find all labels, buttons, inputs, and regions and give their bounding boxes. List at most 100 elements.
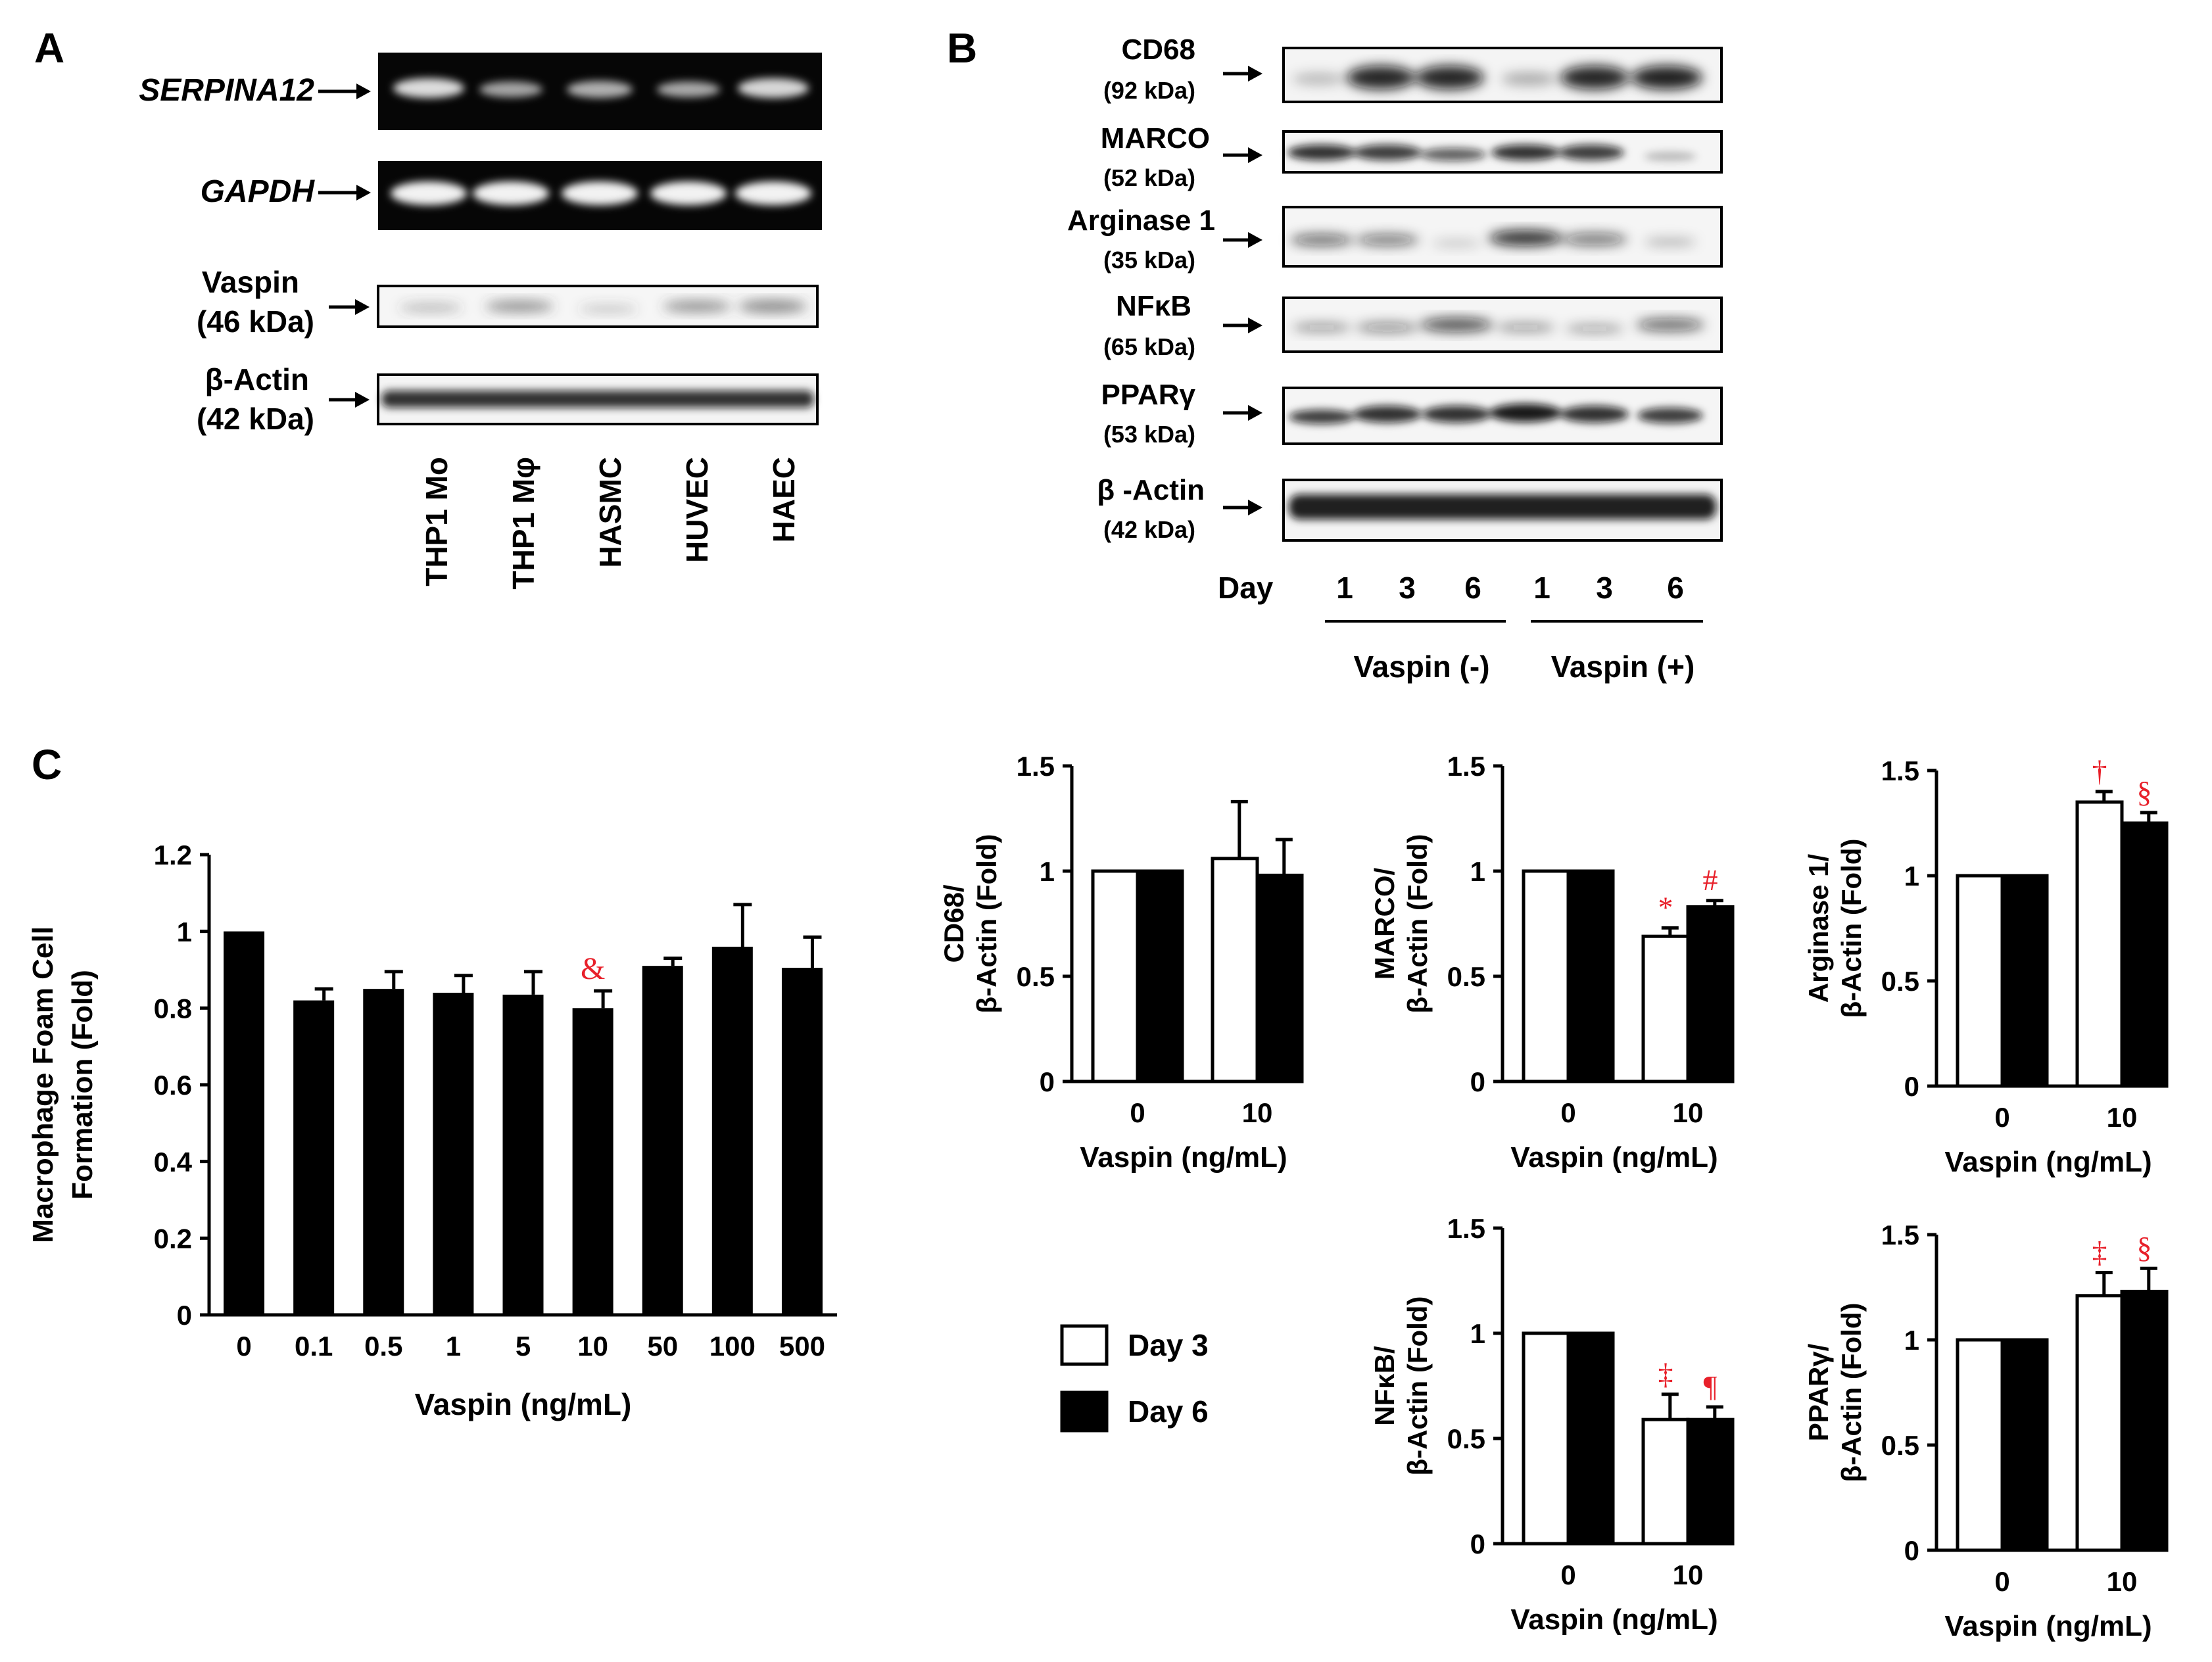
legend-label-day6: Day 6 xyxy=(1128,1394,1209,1429)
wb-label-nfkb: NFκB xyxy=(1116,290,1191,322)
group-label-plus: Vaspin (+) xyxy=(1551,650,1695,684)
y-tick-label: 1.5 xyxy=(1017,751,1055,782)
bar xyxy=(502,994,544,1315)
blot-bands-nfkb xyxy=(1292,318,1704,333)
x-tick-label: 10 xyxy=(1673,1559,1704,1590)
chart-nfkb: 0 0.5 1 1.5 0 ‡ ¶ 10 Vaspin (ng/mL) NFκB/β-Actin … xyxy=(1369,1213,1735,1636)
wb-kda-bactin-a: (42 kDa) xyxy=(197,402,314,436)
bar-day3 xyxy=(1211,857,1259,1083)
y-tick-label: 0.5 xyxy=(1447,961,1485,992)
y-axis-title-line1: CD68/ xyxy=(938,884,969,962)
wb-label-bactin-a: β-Actin xyxy=(205,362,309,396)
wb-label-arginase1: Arginase 1 xyxy=(1067,204,1215,237)
significance-mark: † xyxy=(2092,754,2107,788)
blot-bands-marco xyxy=(1287,145,1696,161)
x-tick-label: 500 xyxy=(779,1331,825,1362)
bar-day6 xyxy=(2120,821,2169,1088)
significance-mark: & xyxy=(581,951,605,986)
x-axis-title: Vaspin (ng/mL) xyxy=(1944,1610,2152,1642)
blot-bands-pparg xyxy=(1289,404,1703,424)
lane-labels-a: THP1 Mo THP1 Mφ HASMC HUVEC HAEC xyxy=(420,457,801,590)
bar-day3 xyxy=(1522,1331,1570,1546)
blot-bands-bactin-a xyxy=(381,391,814,408)
arrow-icon xyxy=(1223,405,1262,421)
wb-label-marco: MARCO xyxy=(1101,122,1210,154)
y-tick-label: 0.5 xyxy=(1881,966,1919,997)
y-axis-title-line2: β-Actin (Fold) xyxy=(1836,1303,1867,1483)
lane-label: THP1 Mo xyxy=(420,457,454,586)
lane-label: HUVEC xyxy=(680,457,714,563)
y-tick-label: 1.2 xyxy=(154,840,192,870)
y-tick-label: 0.5 xyxy=(1881,1430,1919,1461)
y-tick-label: 1.5 xyxy=(1447,751,1485,782)
day-value: 1 xyxy=(1336,571,1353,605)
y-tick-label: 1 xyxy=(177,916,192,947)
significance-mark: ‡ xyxy=(1658,1357,1673,1390)
arrow-icon xyxy=(1223,500,1262,515)
bar xyxy=(363,989,404,1315)
panel-b: CD68 (92 kDa) MARCO (52 kDa) xyxy=(1067,34,1723,684)
day-value: 6 xyxy=(1464,571,1481,605)
x-tick-label: 1 xyxy=(446,1331,461,1362)
wb-kda-pparg: (53 kDa) xyxy=(1103,421,1195,448)
y-tick-label: 0 xyxy=(1904,1071,1919,1102)
bar-day3 xyxy=(1956,874,2004,1088)
y-tick-label: 0 xyxy=(1470,1066,1485,1097)
arrow-icon xyxy=(318,185,371,201)
x-tick-label: 5 xyxy=(516,1331,531,1362)
bar-day6 xyxy=(2120,1289,2169,1552)
chart-cd68: 0 0.5 1 1.5 0 10 Vaspin (ng/mL) CD68/β-Actin (F… xyxy=(938,751,1304,1174)
chart-marco: 0 0.5 1 1.5 0 * #10 Vaspin (ng/mL) MARCO/β-Actin… xyxy=(1369,751,1735,1174)
y-tick-label: 1 xyxy=(1904,861,1919,891)
arrow-icon xyxy=(318,83,371,99)
bar xyxy=(433,993,474,1315)
panel-a: SERPINA12 GAPDH Vaspin (46 k xyxy=(139,53,822,590)
bar-day3 xyxy=(1522,869,1570,1083)
y-tick-label: 0.5 xyxy=(1447,1423,1485,1454)
chart-foam-cell: 0 0.2 0.4 0.6 0.8 1 1.2 0 0.1 0.5 1 5 10 & 50 100 500 Vas… xyxy=(27,840,837,1421)
legend-swatch-day6 xyxy=(1060,1390,1109,1433)
bar-day3 xyxy=(2075,800,2124,1088)
significance-mark: ¶ xyxy=(1704,1369,1718,1403)
x-tick-label: 0.1 xyxy=(295,1331,333,1362)
significance-mark: ‡ xyxy=(2092,1235,2107,1269)
x-tick-label: 10 xyxy=(2107,1102,2138,1133)
day-value: 3 xyxy=(1399,571,1416,605)
y-tick-label: 0 xyxy=(177,1300,192,1331)
bar-day6 xyxy=(1255,873,1304,1083)
bar xyxy=(572,1008,613,1315)
day-label: Day xyxy=(1218,571,1274,605)
wb-label-vaspin: Vaspin xyxy=(202,265,299,299)
x-tick-label: 10 xyxy=(1673,1097,1704,1128)
wb-label-bactin-b: β -Actin xyxy=(1097,474,1205,506)
gel-label-serpina12: SERPINA12 xyxy=(139,73,314,108)
bar xyxy=(781,968,823,1315)
wb-label-cd68: CD68 xyxy=(1122,34,1196,66)
bar xyxy=(293,1000,335,1315)
blot-bands-cd68 xyxy=(1292,66,1702,89)
y-tick-label: 1 xyxy=(1470,856,1485,887)
blot-bands-arginase1 xyxy=(1290,230,1696,247)
x-tick-label: 0 xyxy=(1560,1097,1575,1128)
x-tick-label: 10 xyxy=(577,1331,608,1362)
arrow-icon xyxy=(329,299,370,315)
y-tick-label: 1.5 xyxy=(1881,755,1919,786)
wb-kda-bactin-b: (42 kDa) xyxy=(1103,516,1195,543)
x-axis-title: Vaspin (ng/mL) xyxy=(1510,1141,1718,1174)
y-tick-label: 1 xyxy=(1040,856,1055,887)
bar-day3 xyxy=(1641,934,1690,1083)
gel-bands-serpina12 xyxy=(393,78,809,98)
x-tick-label: 50 xyxy=(647,1331,678,1362)
y-axis-title-line2: β-Actin (Fold) xyxy=(1836,839,1867,1018)
y-axis-title-line1: Arginase 1/ xyxy=(1803,853,1834,1003)
wb-kda-marco: (52 kDa) xyxy=(1103,164,1195,191)
y-tick-label: 1 xyxy=(1904,1325,1919,1356)
x-axis-title: Vaspin (ng/mL) xyxy=(1080,1141,1287,1174)
panel-label-a: A xyxy=(34,24,64,72)
y-tick-label: 0.2 xyxy=(154,1223,192,1254)
x-axis-title: Vaspin (ng/mL) xyxy=(1510,1603,1718,1636)
gel-label-gapdh: GAPDH xyxy=(201,174,316,209)
legend-swatch-day3 xyxy=(1060,1324,1109,1366)
bar-day6 xyxy=(1686,1417,1735,1546)
